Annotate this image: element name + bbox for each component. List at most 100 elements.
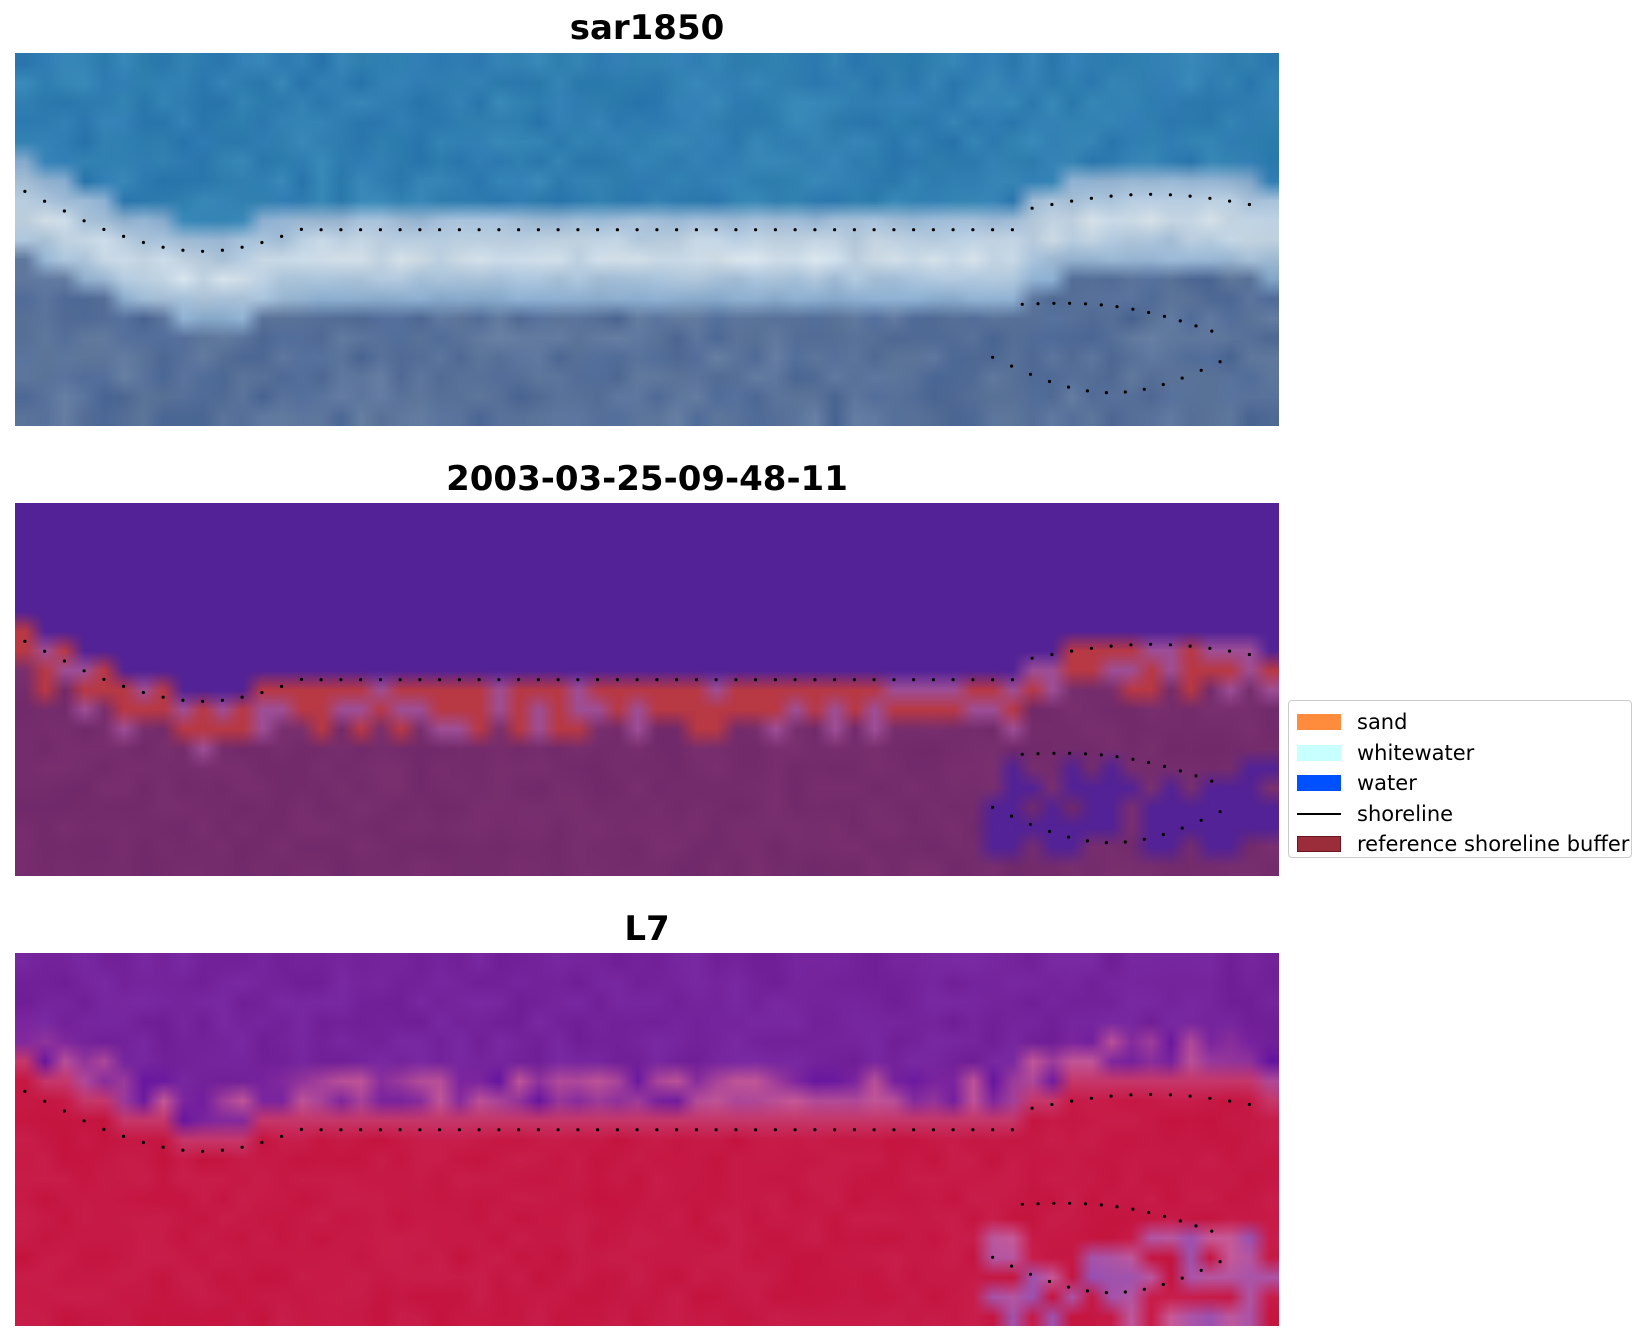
shoreline-point xyxy=(517,228,521,232)
shoreline-point xyxy=(1178,1219,1182,1223)
shoreline-point xyxy=(1168,1093,1172,1097)
shoreline-point xyxy=(556,228,560,232)
shoreline-point xyxy=(991,1128,995,1132)
shoreline-point xyxy=(576,1128,580,1132)
shoreline-point xyxy=(892,1128,896,1132)
legend-item-whitewater: whitewater xyxy=(1297,738,1623,769)
shoreline-point xyxy=(1104,1291,1108,1295)
shoreline-point xyxy=(734,228,738,232)
panel-title-date: 2003-03-25-09-48-11 xyxy=(446,459,848,499)
shoreline-point xyxy=(299,227,303,231)
shoreline-point xyxy=(161,695,165,699)
shoreline-point xyxy=(141,1140,145,1145)
shoreline-point xyxy=(339,228,343,232)
shoreline-point xyxy=(872,228,876,232)
legend-label: water xyxy=(1357,771,1417,796)
shoreline-point xyxy=(102,677,106,681)
shoreline-point xyxy=(1129,1093,1133,1097)
shoreline-point xyxy=(102,227,106,231)
shoreline-point xyxy=(951,228,955,232)
shoreline-point xyxy=(576,678,580,682)
shoreline-point xyxy=(655,228,659,232)
shoreline-point xyxy=(1178,319,1182,323)
shoreline-point xyxy=(418,1128,422,1132)
shoreline-point xyxy=(1028,822,1033,826)
shoreline-point xyxy=(793,228,797,232)
shoreline-point xyxy=(1168,193,1172,197)
shoreline-point xyxy=(1066,385,1071,389)
shoreline-point xyxy=(1083,752,1088,756)
shoreline-point xyxy=(1147,760,1151,765)
shoreline-point xyxy=(615,678,620,682)
shoreline-point xyxy=(280,1134,284,1138)
shoreline-point xyxy=(1068,751,1072,755)
shoreline-point xyxy=(122,1134,126,1138)
shoreline-point xyxy=(1123,1290,1127,1294)
shoreline-point xyxy=(260,690,264,695)
shoreline-point xyxy=(1099,753,1103,757)
shoreline-point xyxy=(1052,1201,1056,1205)
shoreline-point xyxy=(912,228,916,232)
shoreline-point xyxy=(62,659,66,663)
shoreline-point xyxy=(1208,646,1212,650)
shoreline-point xyxy=(1149,642,1153,646)
shoreline-point xyxy=(813,678,817,682)
shoreline-point xyxy=(991,805,995,809)
shoreline-point xyxy=(1178,769,1182,773)
shoreline-point xyxy=(1247,1102,1251,1107)
shoreline-point xyxy=(754,678,758,682)
shoreline-point xyxy=(1218,1260,1222,1264)
shoreline-point xyxy=(971,678,975,682)
shoreline-point xyxy=(359,678,363,682)
shoreline-point xyxy=(1123,390,1127,394)
shoreline-point xyxy=(694,678,699,682)
shoreline-point xyxy=(1104,391,1108,395)
shoreline-point xyxy=(892,228,896,232)
shoreline-point xyxy=(1066,1285,1071,1289)
shoreline-point xyxy=(82,669,86,673)
legend-item-water: water xyxy=(1297,768,1623,799)
shoreline-point xyxy=(23,189,27,193)
shoreline-point xyxy=(852,228,857,232)
shoreline-point xyxy=(319,228,323,232)
shoreline-point xyxy=(813,228,817,232)
shoreline-point xyxy=(1047,1279,1052,1284)
shoreline-point xyxy=(1210,329,1214,333)
shoreline-point xyxy=(378,678,382,682)
panel-title-sar1850: sar1850 xyxy=(569,8,725,48)
shoreline-point xyxy=(1199,368,1203,372)
shoreline-point xyxy=(1083,302,1088,306)
shoreline-point xyxy=(931,678,936,682)
shoreline-point xyxy=(1050,202,1054,207)
legend-label: reference shoreline buffer xyxy=(1357,832,1630,857)
shoreline-point xyxy=(161,245,165,249)
shoreline-point xyxy=(438,228,442,232)
shoreline-point xyxy=(201,249,205,253)
shoreline-point xyxy=(1010,1128,1015,1132)
legend-item-shoreline: shoreline xyxy=(1297,799,1623,830)
shoreline-point xyxy=(477,228,481,232)
legend: sand whitewater water shoreline referenc… xyxy=(1288,700,1632,858)
shoreline-point xyxy=(497,228,501,232)
shoreline-point xyxy=(280,234,284,238)
shoreline-point xyxy=(635,1128,639,1132)
shoreline-point xyxy=(1129,193,1133,197)
shoreline-point xyxy=(1161,832,1165,837)
shoreline-point xyxy=(892,678,896,682)
legend-swatch-whitewater xyxy=(1297,744,1341,761)
shoreline-point xyxy=(260,1140,264,1145)
shoreline-point xyxy=(497,678,501,682)
shoreline-point xyxy=(102,1127,106,1131)
shoreline-point xyxy=(260,240,264,245)
shoreline-point xyxy=(556,678,560,682)
shoreline-point xyxy=(1168,643,1172,647)
shoreline-point xyxy=(1028,372,1033,376)
shoreline-point xyxy=(339,1128,343,1132)
shoreline-overlay xyxy=(23,189,1251,395)
shoreline-point xyxy=(1010,1264,1014,1268)
shoreline-point xyxy=(991,355,995,359)
shoreline-point xyxy=(280,684,284,688)
shoreline-point xyxy=(240,1145,244,1149)
shoreline-point xyxy=(1020,1202,1024,1206)
shoreline-point xyxy=(1228,649,1232,653)
